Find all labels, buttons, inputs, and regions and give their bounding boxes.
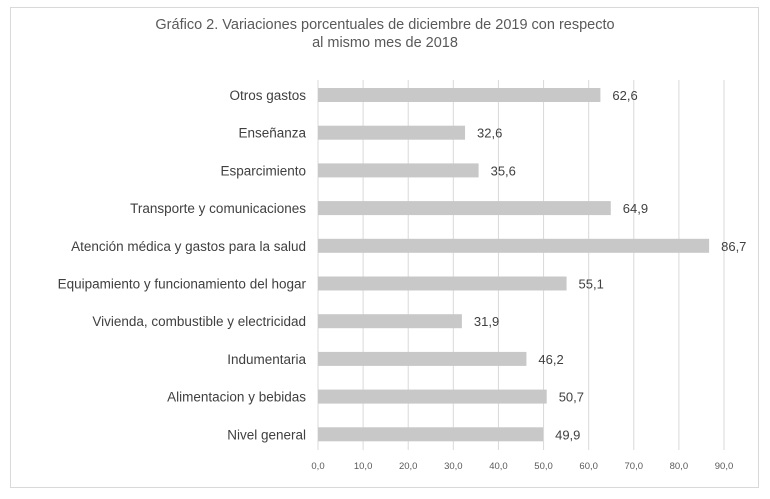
chart-title-line-2: al mismo mes de 2018 <box>312 35 458 51</box>
value-label-6: 31,9 <box>474 314 499 329</box>
x-tick-label-6: 60,0 <box>579 461 598 472</box>
bar-6 <box>318 314 462 329</box>
x-tick-label-1: 10,0 <box>354 461 373 472</box>
bar-0 <box>318 88 601 102</box>
value-label-0: 62,6 <box>612 88 637 103</box>
bar-4 <box>318 238 710 253</box>
category-label-9: Nivel general <box>227 427 306 442</box>
x-tick-label-2: 20,0 <box>399 461 418 472</box>
category-label-6: Vivienda, combustible y electricidad <box>92 314 306 329</box>
value-label-1: 32,6 <box>477 126 502 141</box>
chart-title: Gráfico 2. Variaciones porcentuales de d… <box>0 16 770 52</box>
bar-1 <box>318 125 466 140</box>
x-tick-label-4: 40,0 <box>489 461 508 472</box>
category-label-3: Transporte y comunicaciones <box>130 201 306 216</box>
category-label-2: Esparcimiento <box>220 163 306 178</box>
category-label-8: Alimentacion y bebidas <box>167 390 306 405</box>
category-label-5: Equipamiento y funcionamiento del hogar <box>58 277 307 292</box>
bar-8 <box>318 389 547 404</box>
value-label-5: 55,1 <box>579 277 604 292</box>
category-label-4: Atención médica y gastos para la salud <box>71 239 306 254</box>
x-tick-label-0: 0,0 <box>311 461 324 472</box>
category-label-0: Otros gastos <box>229 88 306 103</box>
x-tick-label-5: 50,0 <box>534 461 553 472</box>
bar-3 <box>318 201 611 216</box>
x-tick-label-7: 70,0 <box>625 461 644 472</box>
value-label-9: 49,9 <box>555 427 580 442</box>
chart-title-line-1: Gráfico 2. Variaciones porcentuales de d… <box>155 17 615 33</box>
x-tick-label-3: 30,0 <box>444 461 463 472</box>
category-label-7: Indumentaria <box>227 352 306 367</box>
bar-5 <box>318 276 567 291</box>
bar-9 <box>318 427 544 442</box>
value-label-2: 35,6 <box>491 163 516 178</box>
value-label-4: 86,7 <box>721 239 746 254</box>
value-label-8: 50,7 <box>559 390 584 405</box>
value-label-7: 46,2 <box>538 352 563 367</box>
category-label-1: Enseñanza <box>238 126 306 141</box>
bar-2 <box>318 163 479 178</box>
x-tick-label-9: 90,0 <box>715 461 734 472</box>
x-tick-label-8: 80,0 <box>670 461 689 472</box>
bar-7 <box>318 351 527 366</box>
value-label-3: 64,9 <box>623 201 648 216</box>
